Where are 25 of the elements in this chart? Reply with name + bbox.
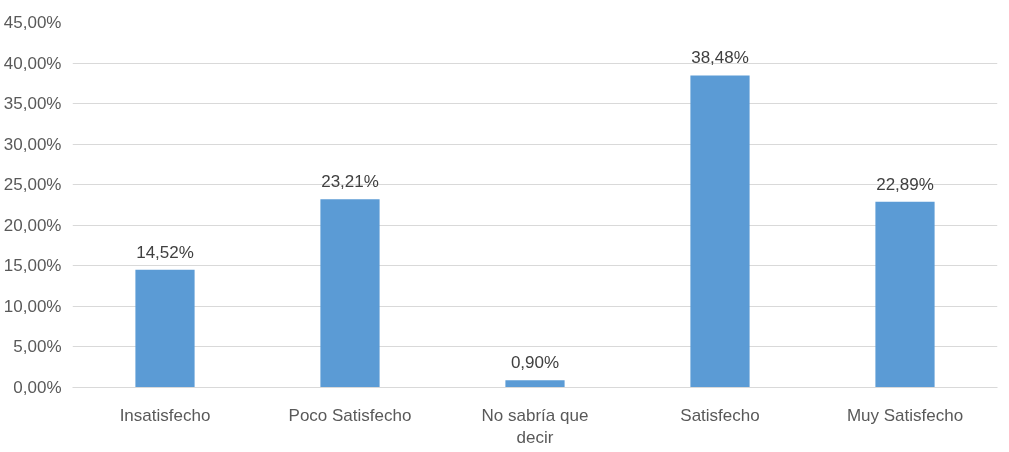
y-tick-label: 5,00% [13, 337, 62, 357]
data-label: 38,48% [691, 48, 749, 68]
y-tick-label: 40,00% [3, 53, 62, 73]
data-label: 22,89% [876, 174, 934, 194]
bar [505, 380, 565, 388]
x-tick-label: Insatisfecho [119, 405, 211, 425]
y-tick-label: 45,00% [3, 13, 62, 32]
data-label: 0,90% [510, 353, 560, 373]
data-label: 14,52% [136, 242, 194, 262]
bar [690, 75, 750, 388]
x-tick-label: Poco Satisfecho [288, 405, 412, 425]
data-label: 23,21% [321, 172, 379, 192]
y-tick-label: 25,00% [3, 175, 62, 195]
x-tick-label: Muy Satisfecho [846, 405, 964, 425]
bar [875, 201, 935, 388]
y-tick-label: 0,00% [13, 378, 62, 397]
y-tick-label: 15,00% [3, 256, 62, 276]
x-tick-label: Satisfecho [680, 405, 760, 425]
y-tick-label: 10,00% [3, 296, 62, 316]
y-tick-label: 20,00% [3, 215, 62, 235]
x-tick-label: No sabría que decir [481, 405, 589, 448]
bar [320, 199, 380, 388]
bar [135, 269, 195, 388]
y-tick-label: 30,00% [3, 134, 62, 154]
y-tick-label: 35,00% [3, 94, 62, 114]
